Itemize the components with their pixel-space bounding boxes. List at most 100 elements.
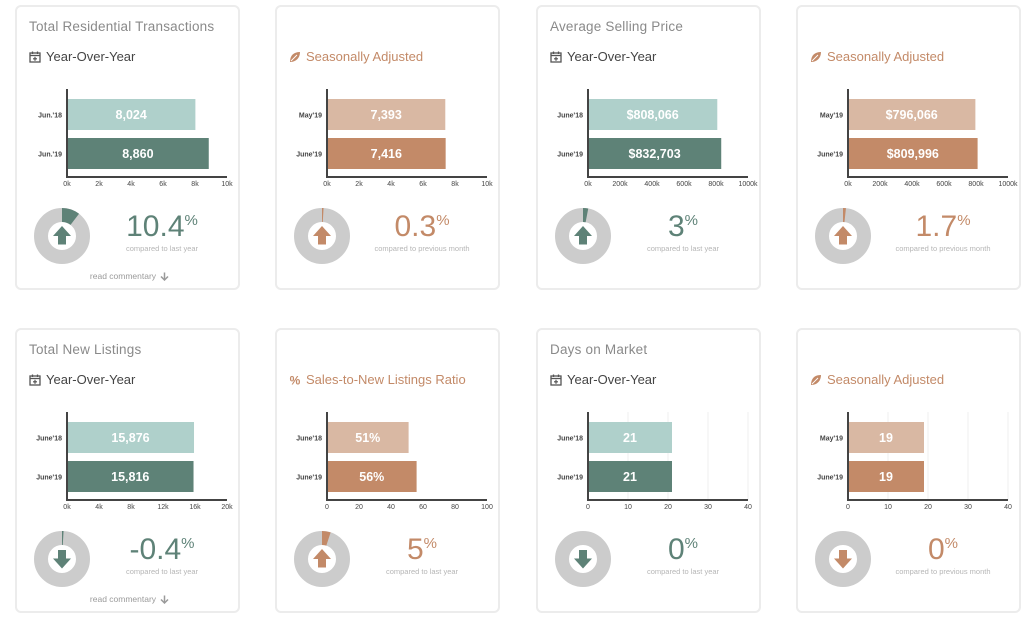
percent-symbol: % xyxy=(684,212,699,229)
donut-segment xyxy=(34,531,90,587)
bar-value-label: 8,024 xyxy=(116,108,147,122)
category-label: June'19 xyxy=(36,475,62,482)
percent-change: 0% compared to last year xyxy=(628,535,738,577)
compare-note: compared to previous month xyxy=(895,567,991,576)
read-commentary-link[interactable]: read commentary xyxy=(17,271,242,281)
leaf-icon xyxy=(811,51,821,62)
x-tick-label: 8k xyxy=(451,181,459,188)
bar xyxy=(848,422,924,453)
read-commentary-link[interactable]: read commentary xyxy=(17,594,242,604)
x-tick-label: 10 xyxy=(884,504,892,511)
x-tick-label: 600k xyxy=(936,181,952,188)
subtitle-label: Seasonally Adjusted xyxy=(827,49,945,64)
calendar-icon xyxy=(550,51,562,63)
change-donut xyxy=(294,531,350,587)
x-tick-label: 800k xyxy=(968,181,984,188)
x-tick-label: 40 xyxy=(387,504,395,511)
card-title: Days on Market xyxy=(550,342,648,357)
category-label: May'19 xyxy=(299,113,322,120)
card-subtitle: % Sales-to-New Listings Ratio xyxy=(289,372,466,387)
x-tick-label: 200k xyxy=(612,181,628,188)
bar-value-label: 19 xyxy=(879,431,893,445)
arrow-down-icon xyxy=(160,272,169,281)
stat-card: Seasonally Adjusted 19 May'19 19 June'19 0 10 2… xyxy=(796,328,1021,613)
subtitle-label: Seasonally Adjusted xyxy=(306,49,424,64)
stat-card: Total New Listings Year-Over-Year 15,876 Ju… xyxy=(15,328,240,613)
card-title: Average Selling Price xyxy=(550,19,684,34)
percent-change: 3% compared to last year xyxy=(628,212,738,254)
donut-segment xyxy=(294,531,350,587)
bar-value-label: $796,066 xyxy=(886,108,938,122)
subtitle-label: Year-Over-Year xyxy=(567,372,657,387)
x-tick-label: 20k xyxy=(221,504,233,511)
change-donut xyxy=(34,208,90,264)
calendar-icon xyxy=(29,374,41,386)
x-tick-label: 20 xyxy=(664,504,672,511)
bar xyxy=(67,422,195,453)
x-tick-label: 80 xyxy=(451,504,459,511)
category-label: June'18 xyxy=(296,436,322,443)
bar xyxy=(327,422,409,453)
x-tick-label: 6k xyxy=(419,181,427,188)
percent-icon: % xyxy=(290,374,301,386)
percent-change: 5% compared to last year xyxy=(367,535,477,577)
stat-card: Average Selling Price Year-Over-Year $808,… xyxy=(536,5,761,290)
bar xyxy=(848,99,976,130)
compare-note: compared to previous month xyxy=(895,244,991,253)
arrow-up-icon xyxy=(313,226,331,245)
bar-value-label: 15,816 xyxy=(111,470,149,484)
bar-value-label: 19 xyxy=(879,470,893,484)
compare-note: compared to previous month xyxy=(374,244,470,253)
arrow-down-icon xyxy=(53,550,71,569)
donut-segment xyxy=(555,208,611,264)
stat-card: % Sales-to-New Listings Ratio 51% June'18 56… xyxy=(275,328,500,613)
percent-change: 1.7% compared to previous month xyxy=(888,212,998,254)
stat-card: Days on Market Year-Over-Year 21 June'18 21 J… xyxy=(536,328,761,613)
calendar-icon xyxy=(550,374,562,386)
bar-chart: 51% June'18 56% June'19 0 20 40 60 80 100 xyxy=(296,412,493,511)
compare-note: compared to last year xyxy=(646,567,720,576)
category-label: Jun.'19 xyxy=(38,152,62,159)
x-tick-label: 4k xyxy=(127,181,135,188)
subtitle-label: Year-Over-Year xyxy=(46,372,136,387)
x-tick-label: 20 xyxy=(924,504,932,511)
category-label: June'19 xyxy=(557,475,583,482)
change-donut xyxy=(294,208,350,264)
percent-value: 10.4 xyxy=(126,210,185,243)
category-label: June'18 xyxy=(557,436,583,443)
category-label: June'19 xyxy=(296,475,322,482)
arrow-up-icon xyxy=(53,226,71,245)
bar xyxy=(327,138,446,169)
bar-value-label: 15,876 xyxy=(111,431,149,445)
percent-symbol: % xyxy=(184,212,198,229)
percent-symbol: % xyxy=(436,212,450,229)
subtitle-label: Year-Over-Year xyxy=(567,49,657,64)
arrow-down-icon xyxy=(160,595,169,604)
change-donut xyxy=(555,531,611,587)
bar xyxy=(67,99,196,130)
leaf-icon xyxy=(290,51,300,62)
bar xyxy=(848,461,924,492)
arrow-down-icon xyxy=(574,550,592,569)
bar-value-label: 56% xyxy=(359,470,384,484)
stat-card: Seasonally Adjusted 7,393 May'19 7,416 June'… xyxy=(275,5,500,290)
compare-note: compared to last year xyxy=(646,244,720,253)
leaf-icon xyxy=(811,374,821,385)
change-donut xyxy=(815,208,871,264)
bar xyxy=(848,138,978,169)
x-tick-label: 2k xyxy=(355,181,363,188)
category-label: June'18 xyxy=(557,113,583,120)
percent-change: 10.4% compared to last year xyxy=(107,210,217,254)
bar xyxy=(588,461,672,492)
bar-chart: $796,066 May'19 $809,996 June'19 0k 200k 400k 6… xyxy=(817,89,1018,188)
card-subtitle: Seasonally Adjusted xyxy=(289,49,423,64)
percent-change: 0% compared to previous month xyxy=(888,535,998,577)
x-tick-label: 0 xyxy=(846,504,850,511)
card-title: Total Residential Transactions xyxy=(29,19,215,34)
change-donut xyxy=(34,531,90,587)
category-label: June'19 xyxy=(817,475,843,482)
donut-segment xyxy=(815,208,871,264)
x-tick-label: 0k xyxy=(323,181,331,188)
category-label: Jun.'18 xyxy=(38,113,62,120)
bar-value-label: 7,393 xyxy=(371,108,402,122)
